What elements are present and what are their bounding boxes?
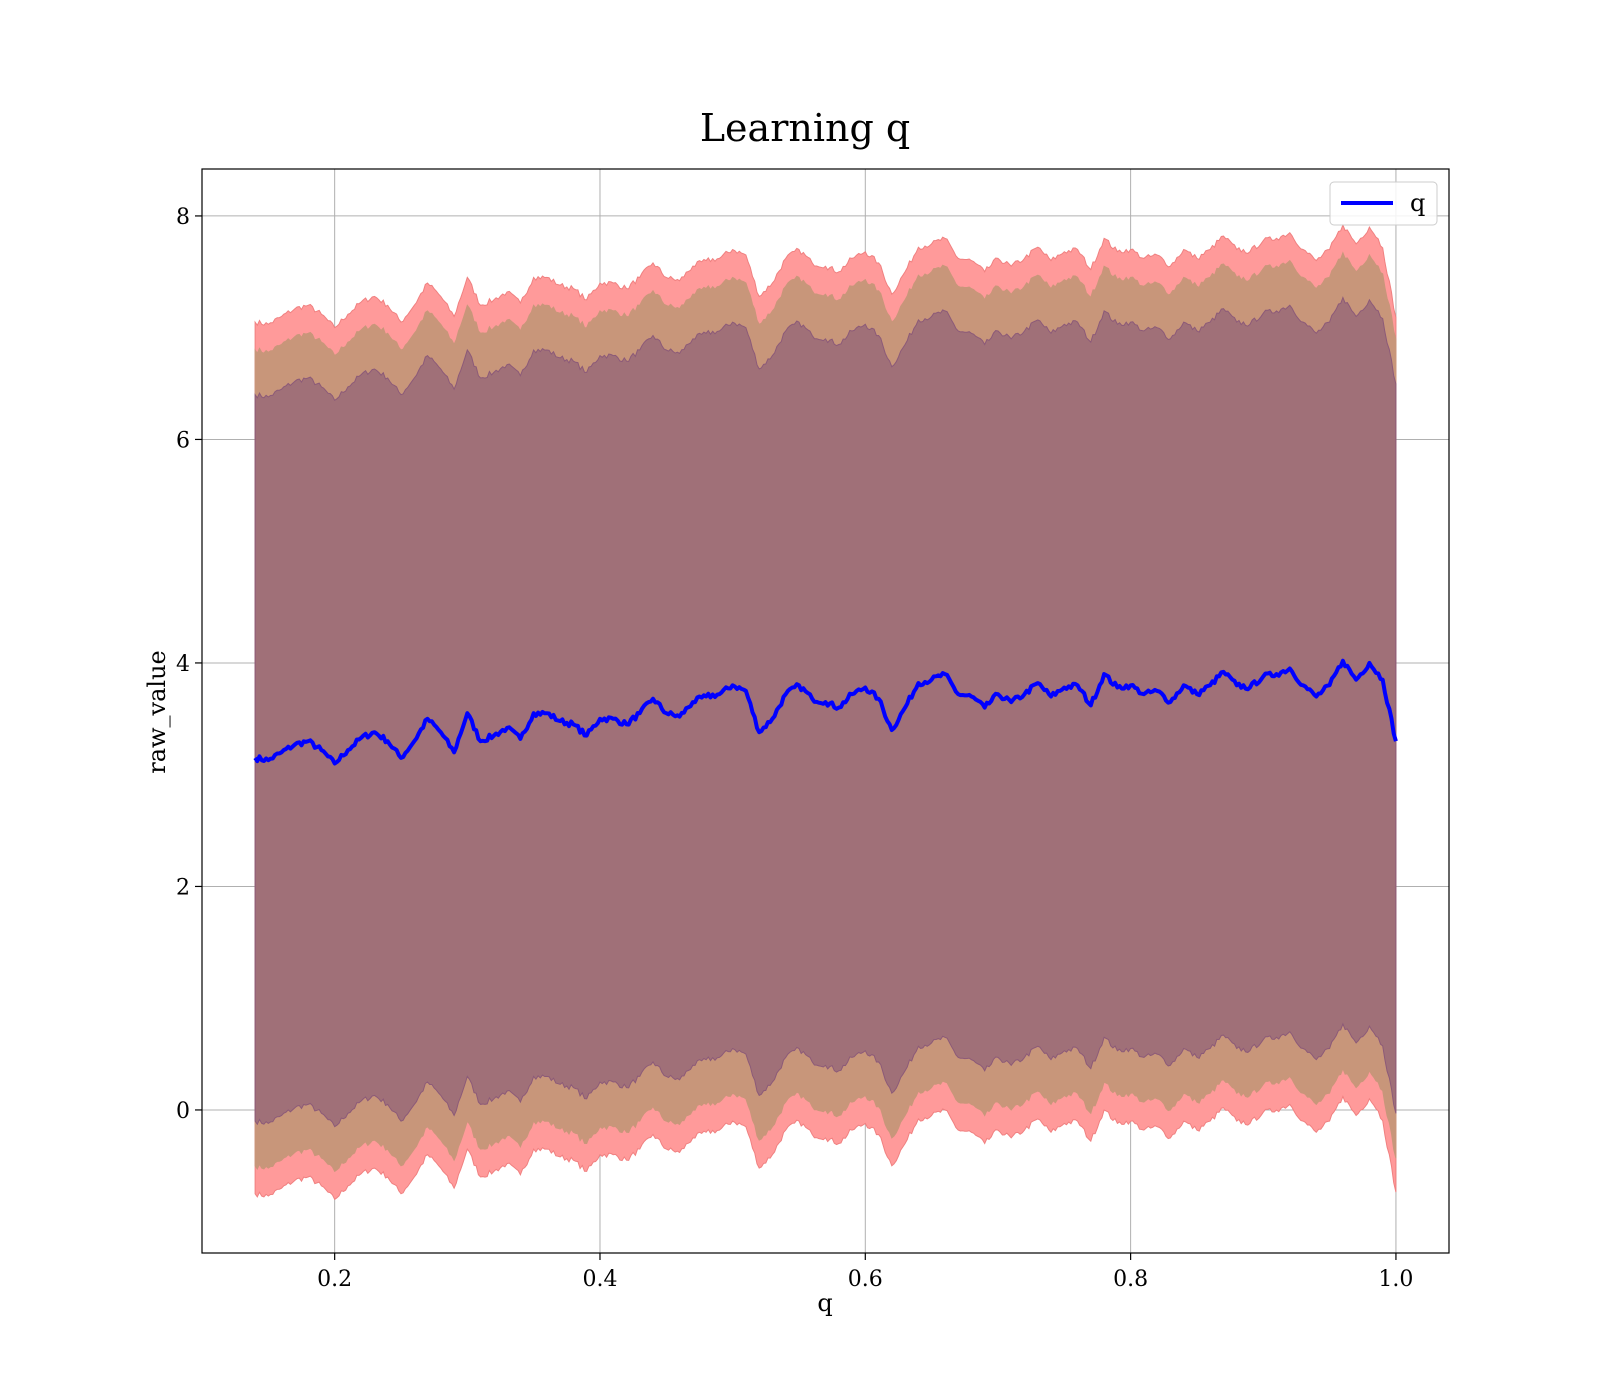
legend: q <box>1329 181 1438 226</box>
y-tick-label: 4 <box>176 652 190 677</box>
x-axis-ticks: 0.2 0.4 0.6 0.8 1.0 <box>317 1253 1413 1292</box>
y-axis-ticks: 0 2 4 6 8 <box>176 205 202 1124</box>
series-lines <box>253 658 1398 766</box>
x-tick-label: 0.6 <box>848 1267 883 1292</box>
y-tick-label: 6 <box>176 428 190 453</box>
y-tick-label: 8 <box>176 205 190 230</box>
series-line-q <box>253 658 1398 766</box>
x-axis-label: q <box>817 1289 832 1317</box>
y-axis-label: raw_value <box>143 650 171 774</box>
y-tick-label: 2 <box>176 875 190 900</box>
chart-title: Learning q <box>700 106 910 150</box>
x-tick-label: 0.2 <box>317 1267 352 1292</box>
x-tick-label: 1.0 <box>1378 1267 1413 1292</box>
x-tick-label: 0.4 <box>582 1267 617 1292</box>
confidence-bands <box>254 223 1397 1201</box>
legend-label-q: q <box>1410 189 1425 217</box>
band-inner <box>254 296 1397 1128</box>
x-tick-label: 0.8 <box>1113 1267 1148 1292</box>
plot-area-frame <box>201 168 1450 1254</box>
y-tick-label: 0 <box>176 1099 190 1124</box>
